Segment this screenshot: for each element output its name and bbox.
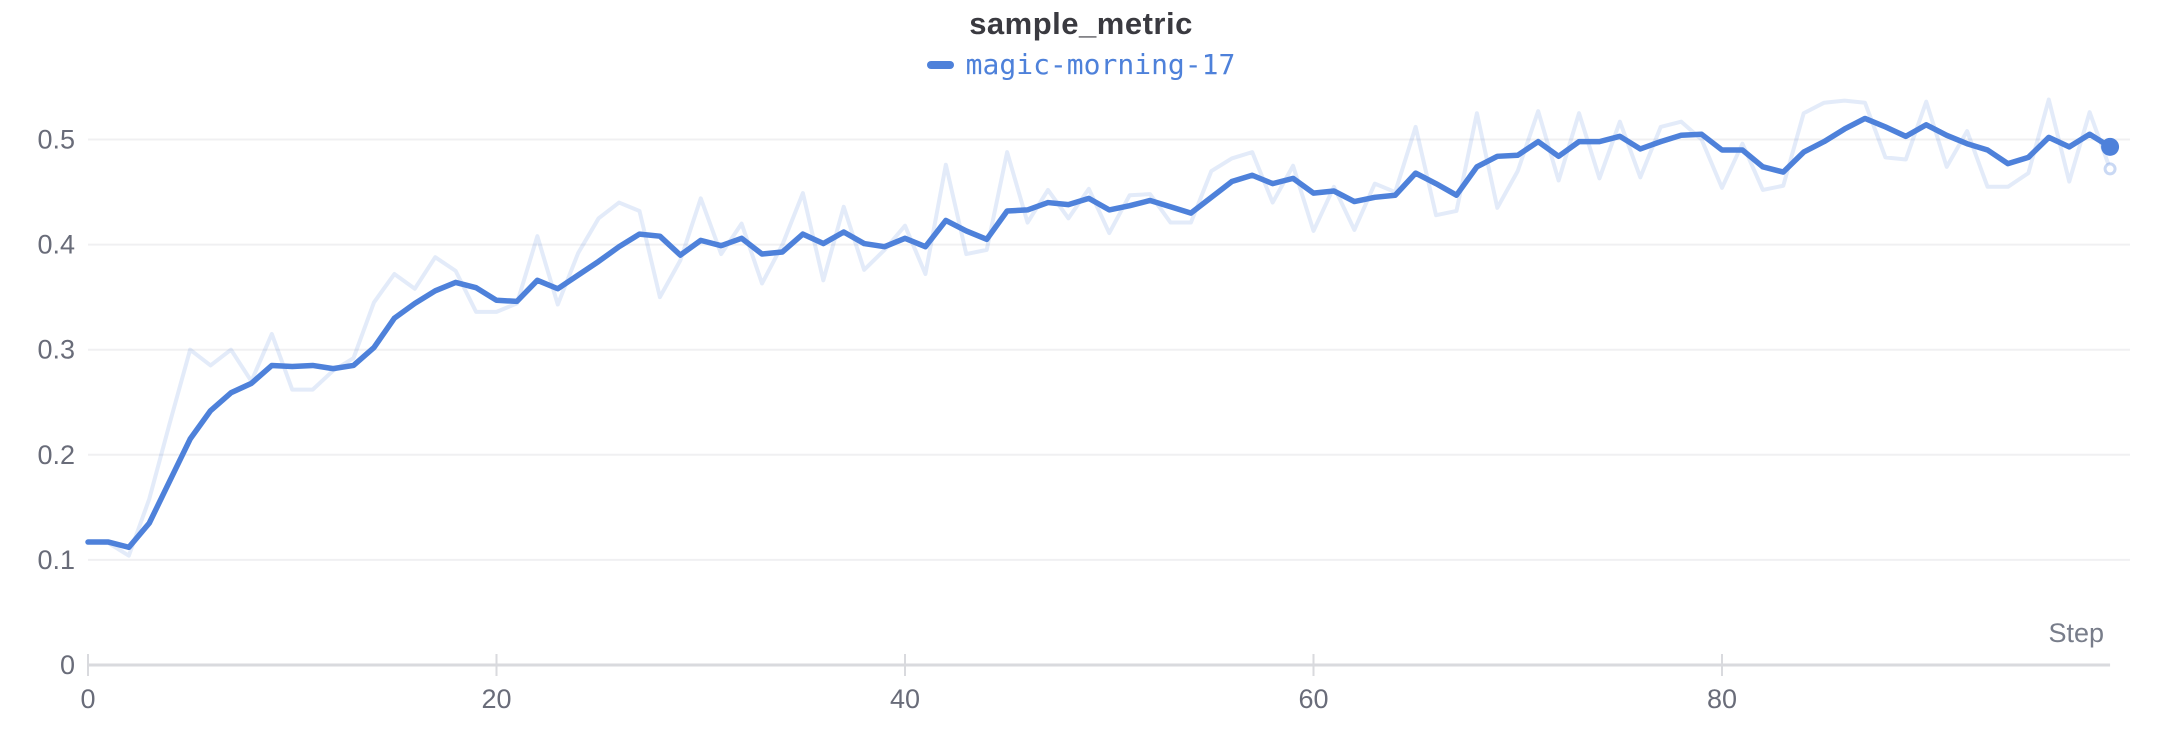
y-tick-label: 0.5 (37, 125, 75, 155)
x-axis-title: Step (2048, 618, 2104, 648)
x-tick-label: 40 (890, 684, 920, 714)
legend-item-magic-morning-17[interactable]: magic-morning-17 (926, 48, 1236, 81)
y-tick-label: 0.3 (37, 335, 75, 365)
x-tick-label: 0 (80, 684, 95, 714)
x-tick-label: 20 (481, 684, 511, 714)
smoothed-metric-line[interactable] (85, 115, 2113, 551)
x-tick-label: 80 (1707, 684, 1737, 714)
chart-header: sample_metric magic-morning-17 (0, 0, 2162, 81)
legend-line-swatch (926, 60, 954, 69)
y-tick-label: 0.1 (37, 545, 75, 575)
x-tick-label: 60 (1298, 684, 1328, 714)
chart-legend: magic-morning-17 (0, 48, 2162, 81)
legend-run-name: magic-morning-17 (965, 48, 1236, 81)
y-tick-label: 0.2 (37, 440, 75, 470)
chart-title: sample_metric (969, 6, 1193, 41)
smoothed-endpoint-marker (2101, 137, 2120, 156)
raw-endpoint-marker (2103, 162, 2117, 176)
y-tick-label: 0.4 (37, 230, 75, 260)
y-tick-label: 0 (60, 650, 75, 680)
raw-metric-line[interactable] (86, 97, 2113, 558)
